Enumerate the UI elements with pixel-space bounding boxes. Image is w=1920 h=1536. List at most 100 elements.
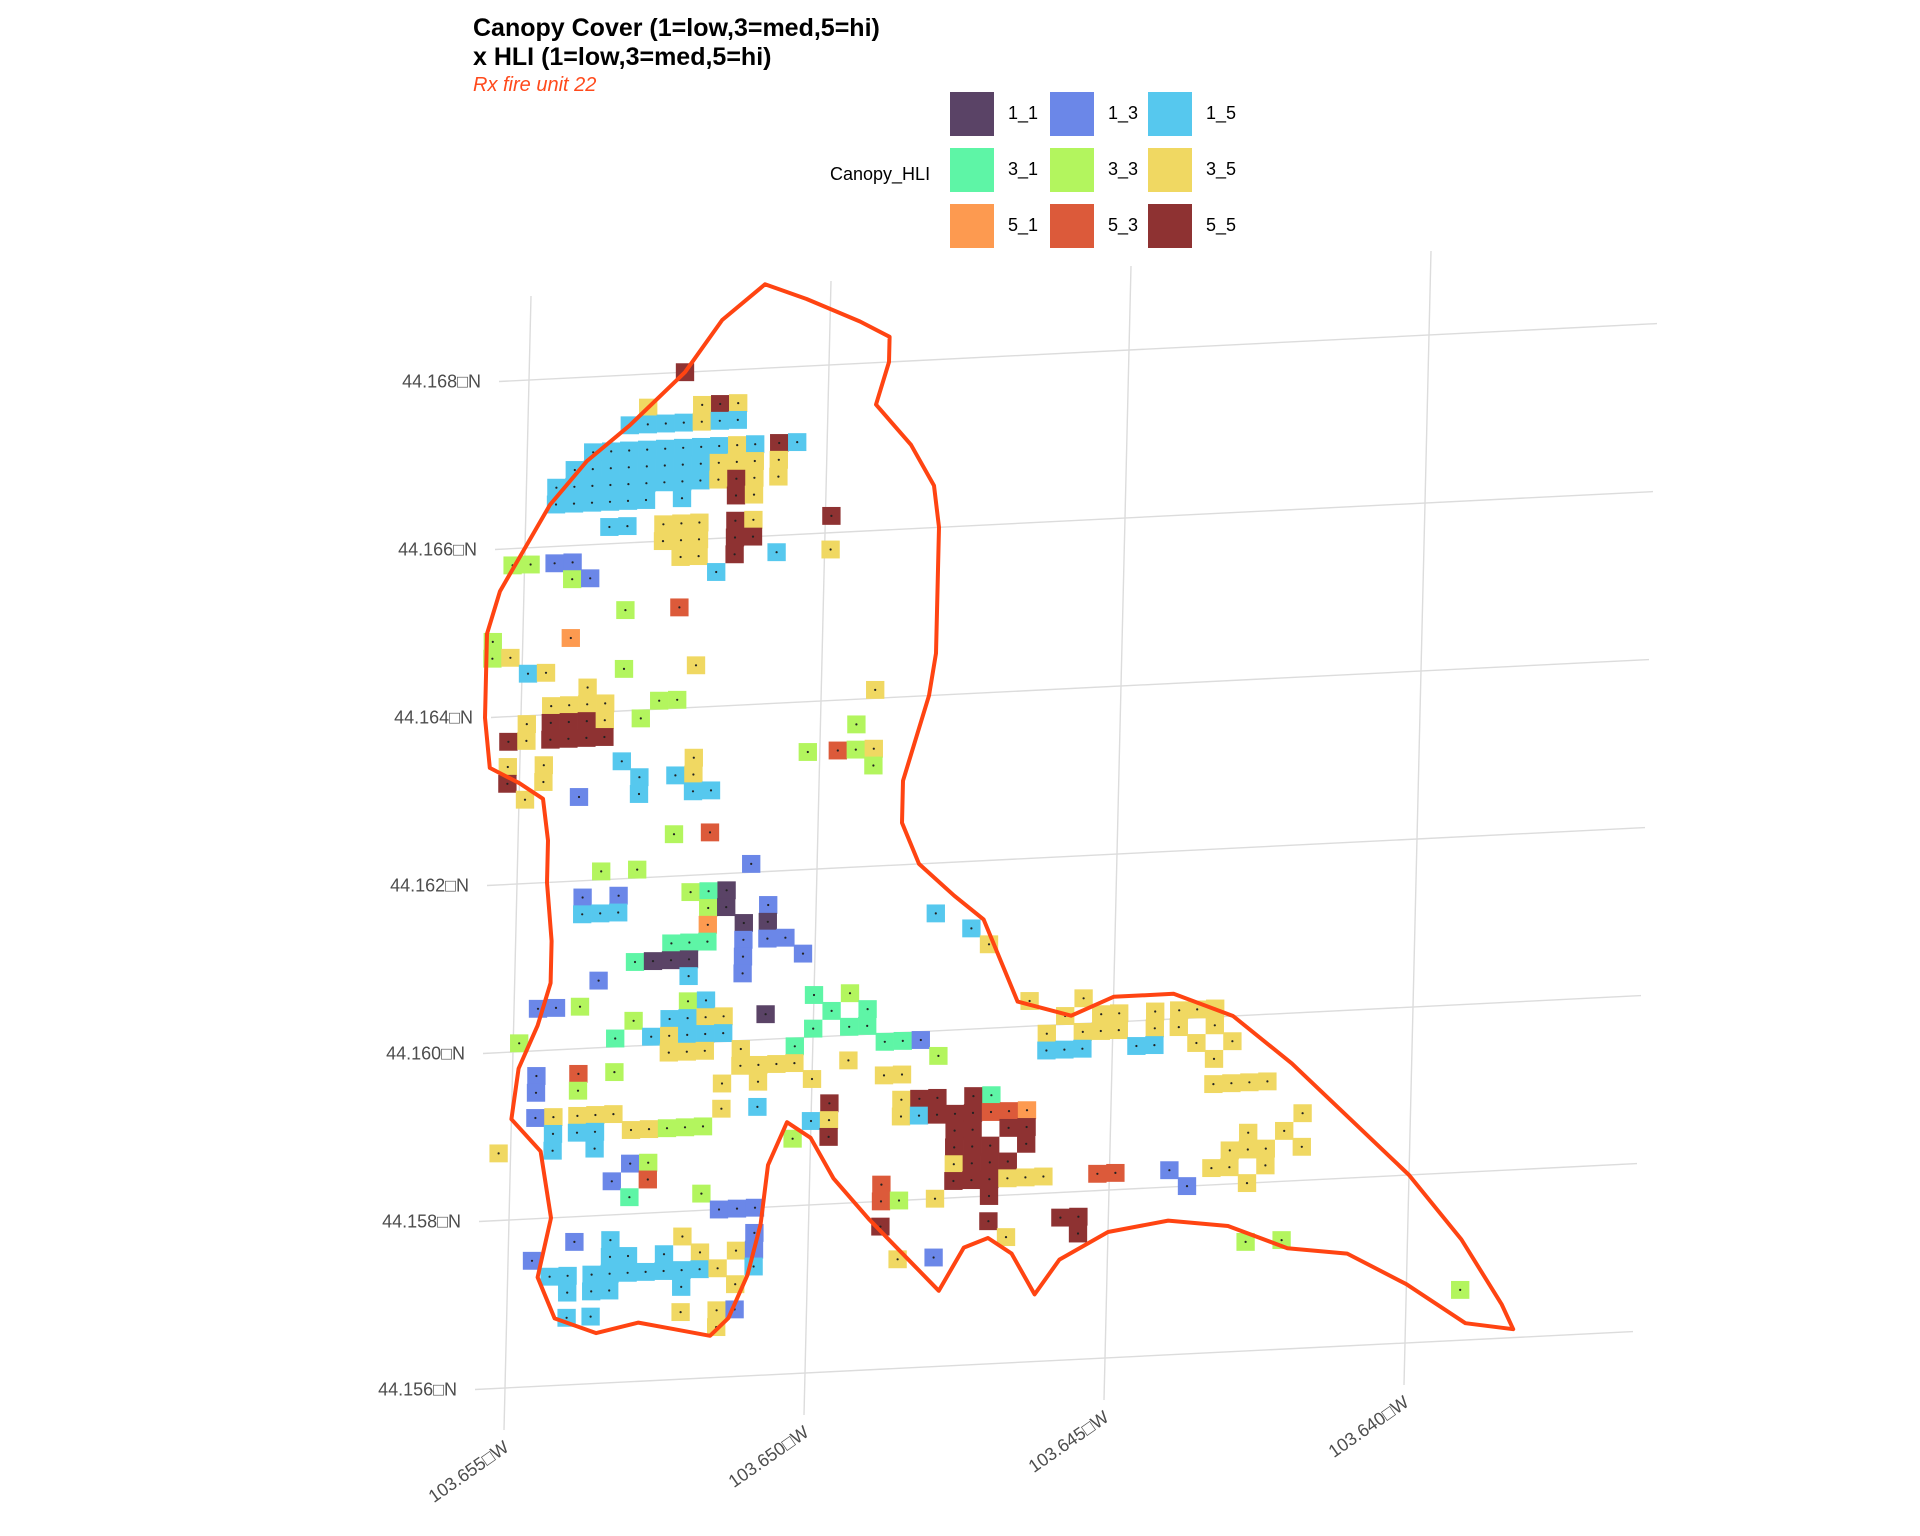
cell-center-dot	[848, 1025, 851, 1028]
cell-center-dot	[718, 419, 721, 422]
cell-center-dot	[626, 1271, 629, 1274]
cell-center-dot	[1004, 1236, 1008, 1239]
cell-center-dot	[658, 699, 661, 702]
legend-swatch-3-1	[950, 148, 994, 192]
cell-center-dot	[686, 1000, 690, 1003]
cell-center-dot	[918, 1097, 921, 1100]
cell-center-dot	[753, 1206, 757, 1209]
cell-center-dot	[509, 656, 512, 659]
legend-swatch-1-3	[1050, 92, 1094, 136]
cell-center-dot	[636, 868, 639, 871]
grid-line-lat-3	[486, 826, 1646, 887]
cell-center-dot	[624, 609, 627, 612]
cell-center-dot	[777, 475, 780, 478]
cell-center-dot	[1114, 1171, 1117, 1174]
cell-center-dot	[936, 1096, 939, 1099]
cell-center-dot	[610, 450, 613, 453]
cell-center-dot	[699, 479, 702, 482]
cell-center-dot	[750, 862, 753, 866]
cell-center-dot	[573, 485, 576, 488]
cell-center-dot	[523, 798, 527, 801]
cell-center-dot	[778, 441, 781, 445]
cell-center-dot	[627, 466, 630, 469]
cell-center-dot	[549, 721, 552, 725]
cell-center-dot	[827, 1119, 831, 1122]
cell-center-dot	[626, 499, 630, 502]
cell-center-dot	[1045, 1032, 1048, 1035]
fire-unit-boundary	[483, 282, 1516, 1338]
y-tick-label-3: 44.162□N	[390, 876, 469, 896]
chart-title-line-2: x HLI (1=low,3=med,5=hi)	[473, 43, 772, 71]
cell-center-dot	[952, 1179, 955, 1183]
cell-center-dot	[678, 606, 681, 609]
y-tick-label-4: 44.164□N	[394, 708, 473, 728]
legend-label-3-1: 3_1	[1008, 159, 1039, 179]
cell-center-dot	[629, 1162, 632, 1165]
cell-center-dot	[896, 1258, 899, 1261]
cell-center-dot	[704, 1016, 707, 1019]
cell-center-dot	[753, 1231, 756, 1234]
cell-center-dot	[1025, 1125, 1028, 1129]
cell-center-dot	[644, 1270, 647, 1273]
cell-center-dot	[554, 1006, 558, 1010]
cell-center-dot	[1459, 1288, 1462, 1291]
cell-center-dot	[694, 664, 698, 667]
cell-center-dot	[544, 671, 548, 674]
cell-center-dot	[593, 1147, 596, 1150]
cell-center-dot	[650, 1035, 653, 1038]
cell-center-dot	[899, 1115, 903, 1118]
cell-center-dot	[686, 1017, 689, 1020]
cell-center-dot	[612, 1113, 615, 1116]
legend-label-1-3: 1_3	[1108, 103, 1139, 123]
cell-center-dot	[700, 1192, 703, 1195]
cell-center-dot	[739, 1047, 742, 1051]
cell-center-dot	[764, 1013, 767, 1016]
cell-center-dot	[679, 1311, 682, 1314]
cell-center-dot	[639, 717, 642, 720]
cell-center-dot	[874, 688, 877, 692]
cell-center-dot	[754, 443, 757, 446]
cell-center-dot	[518, 1042, 521, 1045]
cell-center-dot	[1076, 1232, 1080, 1235]
cell-center-dot	[1045, 1049, 1048, 1052]
cell-center-dot	[507, 740, 510, 743]
cell-center-dot	[542, 764, 545, 767]
cell-center-dot	[854, 748, 857, 751]
cell-center-dot	[809, 1119, 813, 1123]
cell-center-dot	[644, 498, 648, 502]
cell-center-dot	[751, 535, 755, 538]
cell-center-dot	[551, 1149, 554, 1152]
cell-center-dot	[551, 1132, 555, 1135]
cell-center-dot	[707, 890, 710, 893]
cell-center-dot	[1244, 1240, 1247, 1243]
cell-center-dot	[753, 476, 756, 479]
cell-center-dot	[988, 1178, 991, 1181]
cell-center-dot	[706, 923, 709, 926]
cell-center-dot	[733, 553, 736, 556]
cell-center-dot	[613, 1071, 616, 1074]
cell-center-dot	[604, 702, 607, 705]
legend-label-5-1: 5_1	[1008, 215, 1039, 235]
cell-center-dot	[830, 1009, 833, 1013]
cell-center-dot	[1081, 1047, 1084, 1050]
cell-center-dot	[668, 1017, 671, 1021]
cell-center-dot	[847, 1059, 850, 1062]
cell-center-dot	[590, 1273, 593, 1276]
cell-center-dot	[608, 500, 612, 503]
cell-center-dot	[757, 1063, 760, 1066]
cell-center-dot	[1245, 1182, 1249, 1185]
cell-center-dot	[988, 1161, 991, 1164]
cell-center-dot	[670, 942, 673, 945]
cell-center-dot	[836, 749, 839, 752]
cell-center-dot	[647, 1128, 651, 1131]
cell-center-dot	[737, 402, 740, 405]
cell-center-dot	[567, 737, 570, 740]
cell-center-dot	[549, 738, 552, 741]
cell-center-dot	[1177, 1026, 1180, 1029]
cell-center-dot	[989, 1110, 993, 1114]
cell-center-dot	[718, 444, 721, 448]
grid-line-lon-1	[803, 280, 832, 1416]
cell-center-dot	[645, 482, 648, 485]
cell-center-dot	[491, 640, 494, 644]
legend-label-3-5: 3_5	[1206, 159, 1237, 179]
